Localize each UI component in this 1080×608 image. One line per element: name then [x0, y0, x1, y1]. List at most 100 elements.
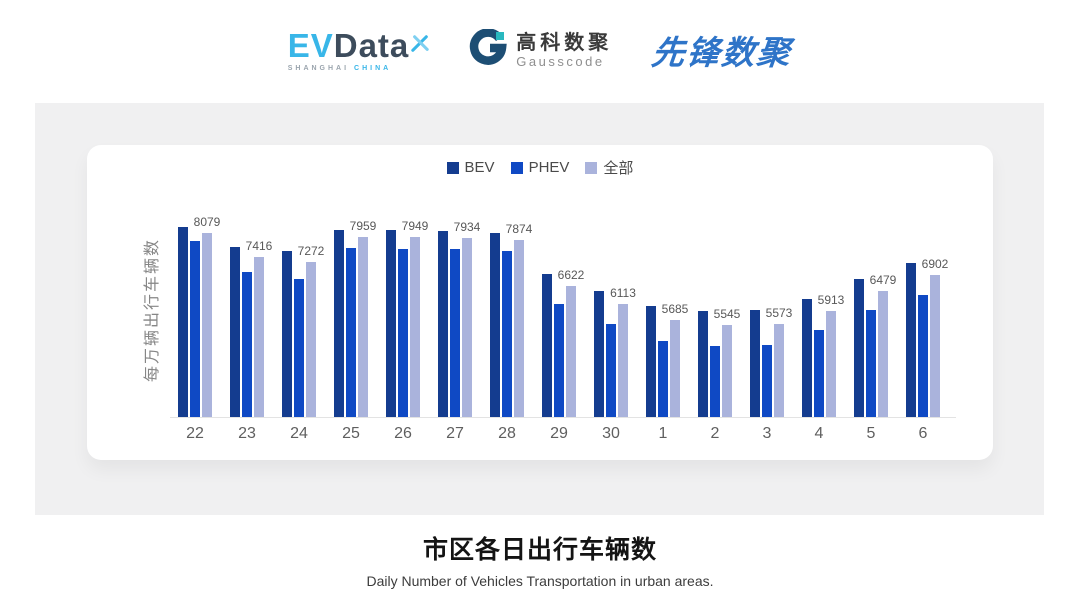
x-tick-1: 1: [658, 425, 668, 442]
bar-BEV-29: [542, 274, 552, 417]
x-tick-25: 25: [342, 425, 360, 442]
bar-PHEV-25: [346, 248, 356, 417]
x-tick-22: 22: [186, 425, 204, 442]
x-tick-3: 3: [762, 425, 772, 442]
bar-group-4: 5913 4: [802, 191, 844, 442]
x-tick-5: 5: [866, 425, 876, 442]
bar-BEV-4: [802, 299, 812, 417]
x-tick-30: 30: [602, 425, 620, 442]
value-label-29: 6622: [557, 268, 585, 282]
evdata-sub-shanghai: SHANGHAI: [287, 64, 350, 72]
legend-swatch: [446, 161, 459, 174]
bar-group-30: 6113 30: [594, 191, 636, 442]
bar-BEV-5: [854, 279, 864, 417]
legend-label: PHEV: [528, 159, 570, 176]
chart-panel: BEV PHEV 全部 每万辆出行车辆数 8079 22 7416 23 7272 24 795…: [35, 103, 1044, 515]
value-label-1: 5685: [661, 302, 689, 316]
evdata-subtitle: SHANGHAI CHINA: [288, 65, 430, 72]
x-tick-2: 2: [710, 425, 720, 442]
legend-swatch: [585, 161, 598, 174]
value-label-24: 7272: [297, 244, 325, 258]
gausscode-text: 高科数聚 Gausscode: [516, 32, 612, 69]
value-label-5: 6479: [869, 273, 897, 287]
gausscode-logo: 高科数聚 Gausscode: [469, 27, 612, 72]
legend-label: 全部: [603, 160, 634, 177]
evdata-sub-china: CHINA: [354, 64, 392, 72]
bar-BEV-6: [906, 263, 916, 417]
bar-BEV-30: [594, 291, 604, 417]
bar-全部-4: [826, 311, 836, 417]
bar-group-27: 7934 27: [438, 191, 480, 442]
bar-PHEV-3: [762, 345, 772, 417]
bar-全部-2: [722, 325, 732, 417]
value-label-6: 6902: [921, 257, 949, 271]
bar-PHEV-22: [190, 241, 200, 417]
gausscode-english-name: Gausscode: [516, 53, 605, 69]
bar-PHEV-2: [710, 346, 720, 417]
legend-item-PHEV[interactable]: PHEV: [510, 159, 570, 176]
x-tick-29: 29: [550, 425, 568, 442]
bar-全部-26: [410, 237, 420, 417]
bar-PHEV-29: [554, 304, 564, 417]
value-label-30: 6113: [610, 286, 636, 300]
value-label-2: 5545: [713, 307, 741, 321]
bar-group-23: 7416 23: [230, 191, 272, 442]
value-label-4: 5913: [817, 293, 845, 307]
bar-group-6: 6902 6: [906, 191, 948, 442]
evdata-ev-text: EV: [287, 26, 334, 64]
bar-group-3: 5573 3: [750, 191, 792, 442]
bar-BEV-24: [282, 251, 292, 417]
value-label-23: 7416: [245, 239, 273, 253]
x-axis-line: [170, 417, 956, 418]
bar-BEV-2: [698, 311, 708, 417]
title-block: 市区各日出行车辆数 Daily Number of Vehicles Trans…: [0, 530, 1080, 589]
bar-全部-27: [462, 238, 472, 417]
bar-groups: 8079 22 7416 23 7272 24 7959 25 7949 26 7934 27 7874…: [178, 191, 948, 442]
bar-全部-25: [358, 237, 368, 417]
bar-group-5: 6479 5: [854, 191, 896, 442]
chart-card: BEV PHEV 全部 每万辆出行车辆数 8079 22 7416 23 7272 24 795…: [87, 145, 993, 460]
legend-item-BEV[interactable]: BEV: [446, 159, 495, 176]
bar-BEV-25: [334, 230, 344, 417]
value-label-25: 7959: [349, 219, 377, 233]
chart-subtitle: Daily Number of Vehicles Transportation …: [366, 573, 714, 589]
bar-group-26: 7949 26: [386, 191, 428, 442]
x-tick-27: 27: [446, 425, 464, 442]
gausscode-g-icon: [469, 27, 507, 72]
chart-legend: BEV PHEV 全部: [87, 157, 993, 178]
bar-BEV-23: [230, 247, 240, 417]
bar-group-24: 7272 24: [282, 191, 324, 442]
bar-group-29: 6622 29: [542, 191, 584, 442]
value-label-22: 8079: [193, 215, 221, 229]
bar-PHEV-28: [502, 251, 512, 417]
bar-BEV-3: [750, 310, 760, 417]
xianfeng-logo: 先锋数聚: [650, 34, 794, 71]
bar-全部-23: [254, 257, 264, 417]
value-label-28: 7874: [505, 222, 533, 236]
x-tick-4: 4: [814, 425, 824, 442]
value-label-26: 7949: [401, 219, 429, 233]
bar-BEV-1: [646, 306, 656, 417]
bar-全部-24: [306, 262, 316, 417]
y-axis-label: 每万辆出行车辆数: [144, 237, 161, 383]
x-tick-23: 23: [238, 425, 256, 442]
bar-PHEV-24: [294, 279, 304, 417]
x-tick-24: 24: [290, 425, 308, 442]
bar-全部-22: [202, 233, 212, 417]
bar-PHEV-23: [242, 272, 252, 417]
bar-全部-29: [566, 286, 576, 417]
legend-swatch: [510, 161, 523, 174]
bar-全部-6: [930, 275, 940, 417]
chart-title: 市区各日出行车辆数: [422, 536, 657, 564]
bar-PHEV-5: [866, 310, 876, 417]
bar-BEV-22: [178, 227, 188, 417]
legend-label: BEV: [464, 159, 495, 176]
legend-item-全部[interactable]: 全部: [585, 157, 633, 178]
bar-PHEV-6: [918, 295, 928, 417]
bar-全部-28: [514, 240, 524, 417]
bar-PHEV-27: [450, 249, 460, 417]
bar-全部-1: [670, 320, 680, 417]
gausscode-chinese-name: 高科数聚: [516, 31, 613, 54]
value-label-27: 7934: [453, 220, 481, 234]
value-label-3: 5573: [765, 306, 793, 320]
